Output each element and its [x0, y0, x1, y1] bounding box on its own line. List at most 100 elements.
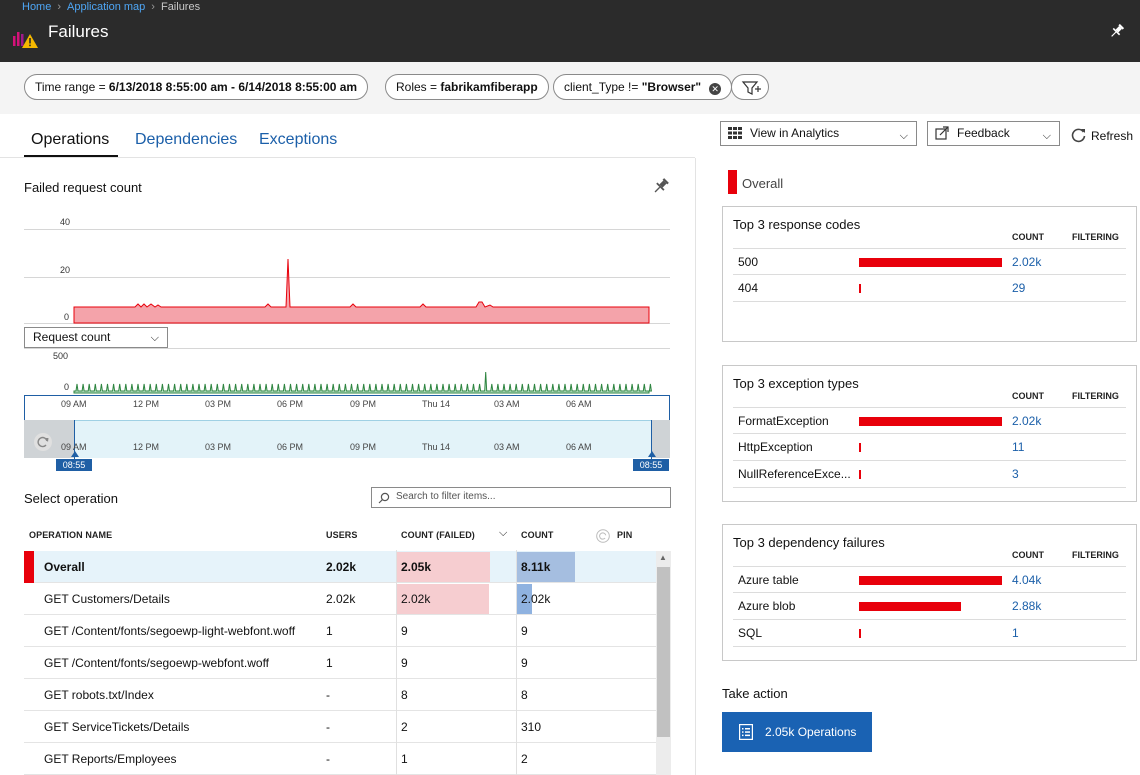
brush-handle[interactable] — [71, 451, 79, 457]
dependency-failures-card: Top 3 dependency failures COUNT FILTERIN… — [722, 524, 1137, 661]
card-row[interactable]: SQL 1 — [733, 620, 1126, 647]
page-title: Failures — [48, 22, 109, 41]
card-row[interactable]: Azure blob 2.88k — [733, 593, 1126, 620]
filter-bar: Time range = 6/13/2018 8:55:00 am - 6/14… — [0, 62, 1140, 114]
table-row[interactable]: GET ServiceTickets/Details - 2 310 — [24, 711, 656, 743]
column-header-count[interactable]: COUNT — [521, 530, 554, 540]
brush-handle[interactable] — [648, 451, 656, 457]
card-row-count[interactable]: 4.04k — [1012, 573, 1042, 587]
failed-count: 2.02k — [401, 592, 431, 606]
breadcrumb-home-link[interactable]: Home — [22, 1, 52, 13]
x-tick-label: 09 PM — [350, 399, 377, 409]
refresh-button[interactable]: Refresh — [1070, 127, 1133, 144]
card-row-count[interactable]: 2.02k — [1012, 255, 1042, 269]
count-bar — [517, 584, 532, 614]
table-row[interactable]: GET /Content/fonts/segoewp-light-webfont… — [24, 615, 656, 647]
table-row[interactable]: GET robots.txt/Index - 8 8 — [24, 679, 656, 711]
x-tick-label: 06 PM — [277, 399, 304, 409]
card-row[interactable]: HttpException 11 — [733, 434, 1126, 461]
card-row-count[interactable]: 3 — [1012, 467, 1019, 481]
tab-exceptions[interactable]: Exceptions — [259, 131, 338, 148]
pin-icon[interactable] — [651, 176, 671, 196]
users-count: - — [326, 688, 330, 702]
table-scrollbar[interactable]: ▲ — [656, 551, 671, 775]
column-header-users[interactable]: USERS — [326, 530, 358, 540]
table-row[interactable]: GET Customers/Details 2.02k 2.02k 2.02k — [24, 583, 656, 615]
request-count-chart[interactable] — [0, 0, 700, 480]
request-count-line — [73, 371, 652, 394]
card-row-label: 404 — [738, 281, 759, 295]
metric-select-value: Request count — [33, 330, 111, 344]
selected-row-marker — [24, 551, 34, 583]
filtering-header: FILTERING — [1072, 391, 1119, 401]
reset-zoom-icon[interactable] — [33, 432, 53, 452]
count-bar — [859, 470, 861, 479]
chevron-right-icon: › — [57, 1, 62, 13]
time-range-filter[interactable]: Time range = 6/13/2018 8:55:00 am - 6/14… — [24, 74, 369, 100]
y-tick-label: 500 — [53, 351, 69, 361]
pin-icon[interactable] — [1108, 22, 1126, 40]
search-icon — [378, 492, 390, 504]
brush-handle-line — [651, 420, 652, 460]
card-row-label: FormatException — [738, 414, 829, 428]
view-in-analytics-dropdown[interactable]: View in Analytics ⌵ — [720, 121, 917, 146]
card-row[interactable]: Azure table 4.04k — [733, 566, 1126, 593]
failed-count: 8 — [401, 688, 408, 702]
filter-key: Roles = — [396, 80, 441, 94]
breadcrumb-app-map-link[interactable]: Application map — [67, 1, 146, 13]
failed-requests-area-chart[interactable] — [0, 0, 700, 480]
chevron-down-icon: ⌵ — [899, 130, 908, 142]
count-bar — [859, 576, 1002, 585]
tab-dependencies[interactable]: Dependencies — [135, 131, 238, 148]
card-row-count[interactable]: 1 — [1012, 626, 1019, 640]
tab-operations[interactable]: Operations — [31, 131, 110, 148]
breadcrumb: Home › Application map › Failures — [22, 1, 200, 13]
card-row-count[interactable]: 29 — [1012, 281, 1026, 295]
close-icon[interactable]: ✕ — [709, 83, 722, 95]
card-row-count[interactable]: 2.02k — [1012, 414, 1042, 428]
count-bar — [859, 417, 1002, 426]
card-row[interactable]: FormatException 2.02k — [733, 407, 1126, 434]
x-tick-label: 06 PM — [277, 442, 304, 452]
operation-filter-input[interactable]: Search to filter items... — [371, 487, 671, 508]
request-count: 8.11k — [521, 560, 551, 574]
brush-end-label[interactable]: 08:55 — [633, 459, 669, 471]
brush-start-label[interactable]: 08:55 — [56, 459, 92, 471]
count-bar — [859, 284, 861, 293]
operations-action-button[interactable]: 2.05k Operations — [722, 712, 872, 752]
take-action-title: Take action — [722, 686, 788, 701]
roles-filter[interactable]: Roles = fabrikamfiberapp — [385, 74, 549, 100]
card-row[interactable]: 404 29 — [733, 275, 1126, 302]
card-row-count[interactable]: 2.88k — [1012, 599, 1042, 613]
table-row[interactable]: GET /Content/fonts/segoewp-webfont.woff 1… — [24, 647, 656, 679]
card-row[interactable]: NullReferenceExce... 3 — [733, 461, 1126, 488]
time-brush-overview[interactable] — [24, 420, 670, 458]
failed-count: 9 — [401, 624, 408, 638]
table-row[interactable]: GET Reports/Employees - 1 2 — [24, 743, 656, 775]
response-codes-card: Top 3 response codes COUNT FILTERING 500… — [722, 206, 1137, 342]
operation-name: GET /Content/fonts/segoewp-webfont.woff — [44, 656, 270, 670]
card-row-count[interactable]: 11 — [1012, 440, 1025, 454]
brush-shade — [652, 420, 670, 458]
failed-count: 9 — [401, 656, 408, 670]
metric-select[interactable]: Request count ⌵ — [24, 327, 168, 348]
card-title: Top 3 response codes — [733, 217, 861, 232]
column-header-pin[interactable]: PIN — [617, 530, 633, 540]
time-brush-window[interactable] — [24, 395, 670, 420]
operation-name: GET Customers/Details — [44, 592, 170, 606]
y-tick-label: 0 — [64, 312, 70, 322]
active-tab-indicator — [24, 155, 118, 157]
column-header-name[interactable]: OPERATION NAME — [29, 530, 113, 540]
operation-name: GET /Content/fonts/segoewp-light-webfont… — [44, 624, 296, 638]
chevron-right-icon: › — [151, 1, 155, 13]
column-header-count-failed[interactable]: COUNT (FAILED) — [401, 530, 475, 540]
users-count: - — [326, 720, 330, 734]
card-row[interactable]: 500 2.02k — [733, 248, 1126, 275]
x-tick-label: 12 PM — [133, 399, 160, 409]
feedback-dropdown[interactable]: Feedback ⌵ — [927, 121, 1060, 146]
sort-desc-icon[interactable]: ⌵ — [499, 527, 508, 539]
operation-row-overall[interactable]: Overall 2.02k 2.05k 8.11k — [24, 551, 656, 583]
add-filter-button[interactable] — [731, 74, 769, 100]
scroll-up-icon[interactable]: ▲ — [659, 553, 667, 562]
scrollbar-thumb[interactable] — [657, 567, 670, 737]
